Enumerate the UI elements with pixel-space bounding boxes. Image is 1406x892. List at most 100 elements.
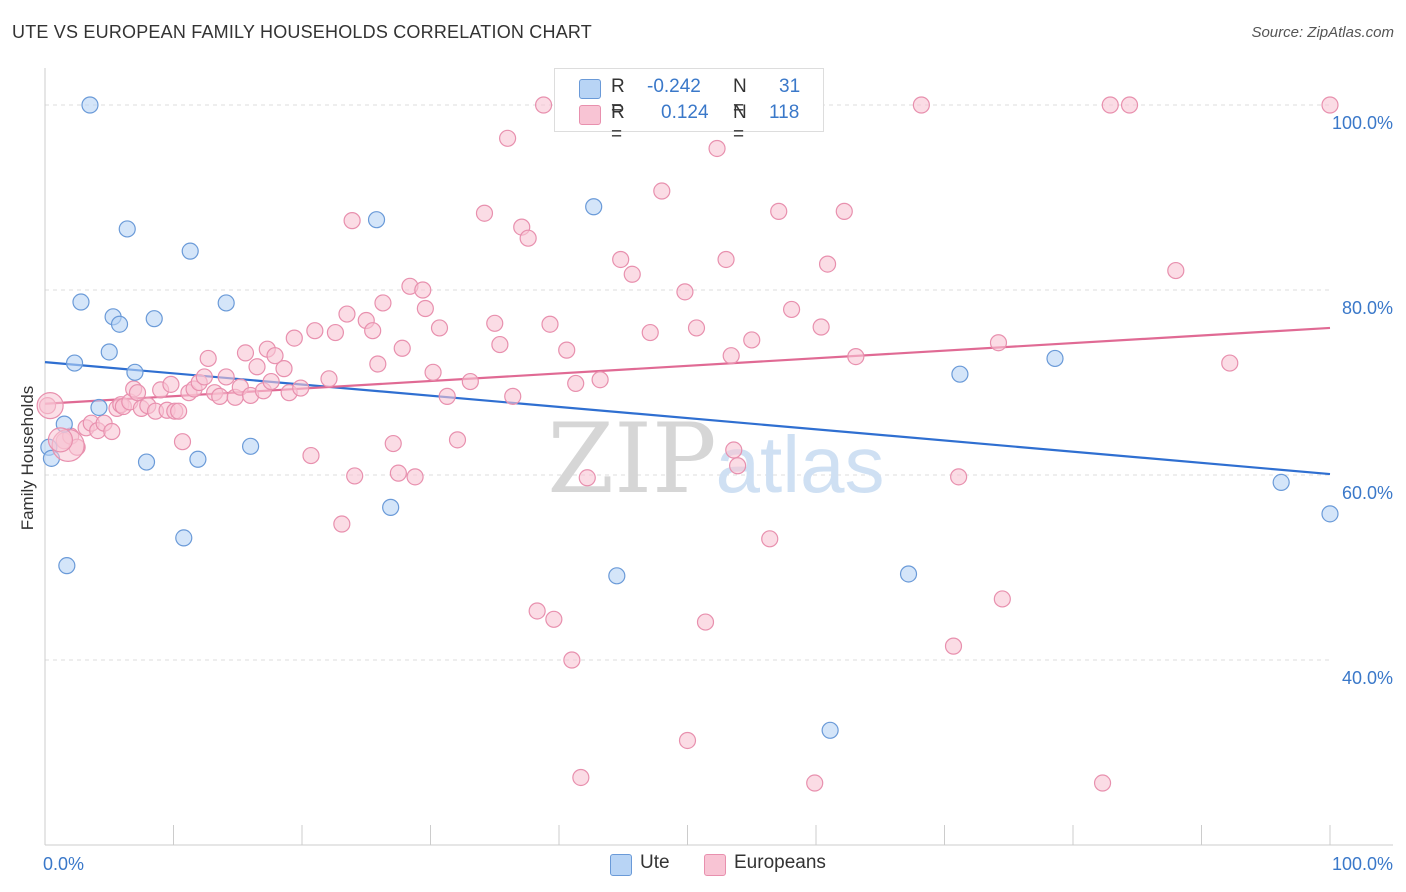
europeans-point [743, 331, 761, 349]
europeans-point [236, 344, 255, 362]
europeans-point [1101, 96, 1119, 114]
europeans-point [302, 446, 320, 465]
ute-swatch [579, 79, 601, 99]
europeans-point [519, 229, 537, 247]
europeans-point [275, 360, 293, 378]
europeans-point [770, 202, 788, 220]
europeans-point [475, 204, 494, 222]
ute-point [608, 567, 626, 585]
correlation-legend: R = -0.242 N = 31 R = 0.124 N = 118 [554, 68, 824, 145]
europeans-point [950, 468, 968, 486]
europeans-point [195, 368, 213, 386]
europeans-point [806, 774, 824, 792]
europeans-point [170, 402, 188, 420]
europeans-n-value: 118 [769, 102, 800, 123]
europeans-point [306, 322, 324, 340]
watermark: ZIP atlas [547, 403, 884, 515]
y-tick-label: 80.0% [1342, 298, 1393, 318]
europeans-point [717, 250, 735, 269]
europeans-r-value: 0.124 [661, 102, 709, 123]
ute-point [1321, 505, 1339, 523]
europeans-point [818, 255, 837, 273]
ute-point [90, 398, 108, 417]
europeans-point [416, 299, 434, 318]
europeans-point [430, 319, 449, 337]
europeans-point [346, 467, 364, 485]
europeans-point [262, 372, 280, 391]
ute-point [951, 365, 969, 383]
ute-point [175, 529, 193, 547]
europeans-point [199, 349, 217, 368]
ute-legend-swatch [610, 854, 632, 876]
europeans-point [1221, 354, 1239, 372]
europeans-point [369, 355, 387, 373]
europeans-point [722, 347, 740, 365]
ute-point [382, 498, 400, 516]
europeans-point [364, 322, 382, 340]
ute-point [126, 363, 144, 381]
point-layer [36, 96, 1339, 792]
europeans-point [729, 457, 747, 475]
europeans-point [944, 637, 963, 655]
ute-point [1046, 349, 1064, 368]
europeans-point [623, 265, 641, 283]
ute-point [217, 294, 235, 312]
europeans-point [326, 323, 345, 342]
ute-point [585, 198, 603, 216]
europeans-point [612, 250, 630, 269]
europeans-point [708, 139, 726, 158]
europeans-point [545, 610, 563, 628]
ute-point [1272, 473, 1290, 491]
ute-point [821, 721, 839, 739]
ute-point [145, 310, 163, 328]
europeans-point [993, 590, 1011, 608]
y-tick-label: 60.0% [1342, 483, 1393, 503]
europeans-point [528, 602, 546, 620]
europeans-point [217, 368, 235, 386]
europeans-point [162, 375, 180, 393]
ute-r-value: -0.242 [647, 76, 701, 97]
chart-title: UTE VS EUROPEAN FAMILY HOUSEHOLDS CORREL… [12, 22, 592, 42]
ute-point [242, 437, 260, 455]
europeans-point [578, 469, 596, 487]
x-tick-label-max: 100.0% [1332, 854, 1393, 874]
ute-point [110, 315, 129, 333]
europeans-point [558, 341, 576, 359]
europeans-point [333, 515, 351, 533]
ute-point [899, 565, 918, 583]
ute-point [181, 242, 199, 260]
europeans-point [641, 323, 659, 342]
ute-point [137, 453, 156, 471]
europeans-point [285, 329, 303, 347]
x-tick-label-min: 0.0% [43, 854, 84, 874]
europeans-point [103, 422, 121, 441]
ute-point [189, 450, 207, 468]
europeans-point [374, 294, 392, 312]
source-label: Source: ZipAtlas.com [1251, 24, 1394, 41]
europeans-point [534, 96, 553, 114]
europeans-point [338, 305, 356, 323]
europeans-point [248, 358, 266, 376]
ute-n-label: N = [733, 76, 747, 119]
europeans-point [687, 319, 706, 337]
europeans-point [653, 182, 671, 200]
ute-point [58, 557, 76, 575]
europeans-point [393, 339, 411, 357]
y-tick-label: 40.0% [1342, 668, 1393, 688]
europeans-point [572, 768, 590, 787]
europeans-point [567, 374, 585, 393]
europeans-point [438, 387, 456, 405]
europeans-point [989, 334, 1008, 352]
europeans-point [173, 433, 192, 451]
europeans-point [211, 387, 229, 405]
europeans-n-label: N = [733, 102, 747, 145]
ute-point [65, 354, 84, 372]
europeans-point [1167, 261, 1185, 280]
europeans-point [424, 363, 442, 381]
axis-layer: 40.0% 60.0% 80.0% 100.0% 0.0% 100.0% [43, 68, 1393, 874]
europeans-point [384, 434, 402, 453]
europeans-point [676, 283, 694, 301]
europeans-point [1093, 774, 1112, 792]
ute-legend-label: Ute [640, 852, 670, 873]
